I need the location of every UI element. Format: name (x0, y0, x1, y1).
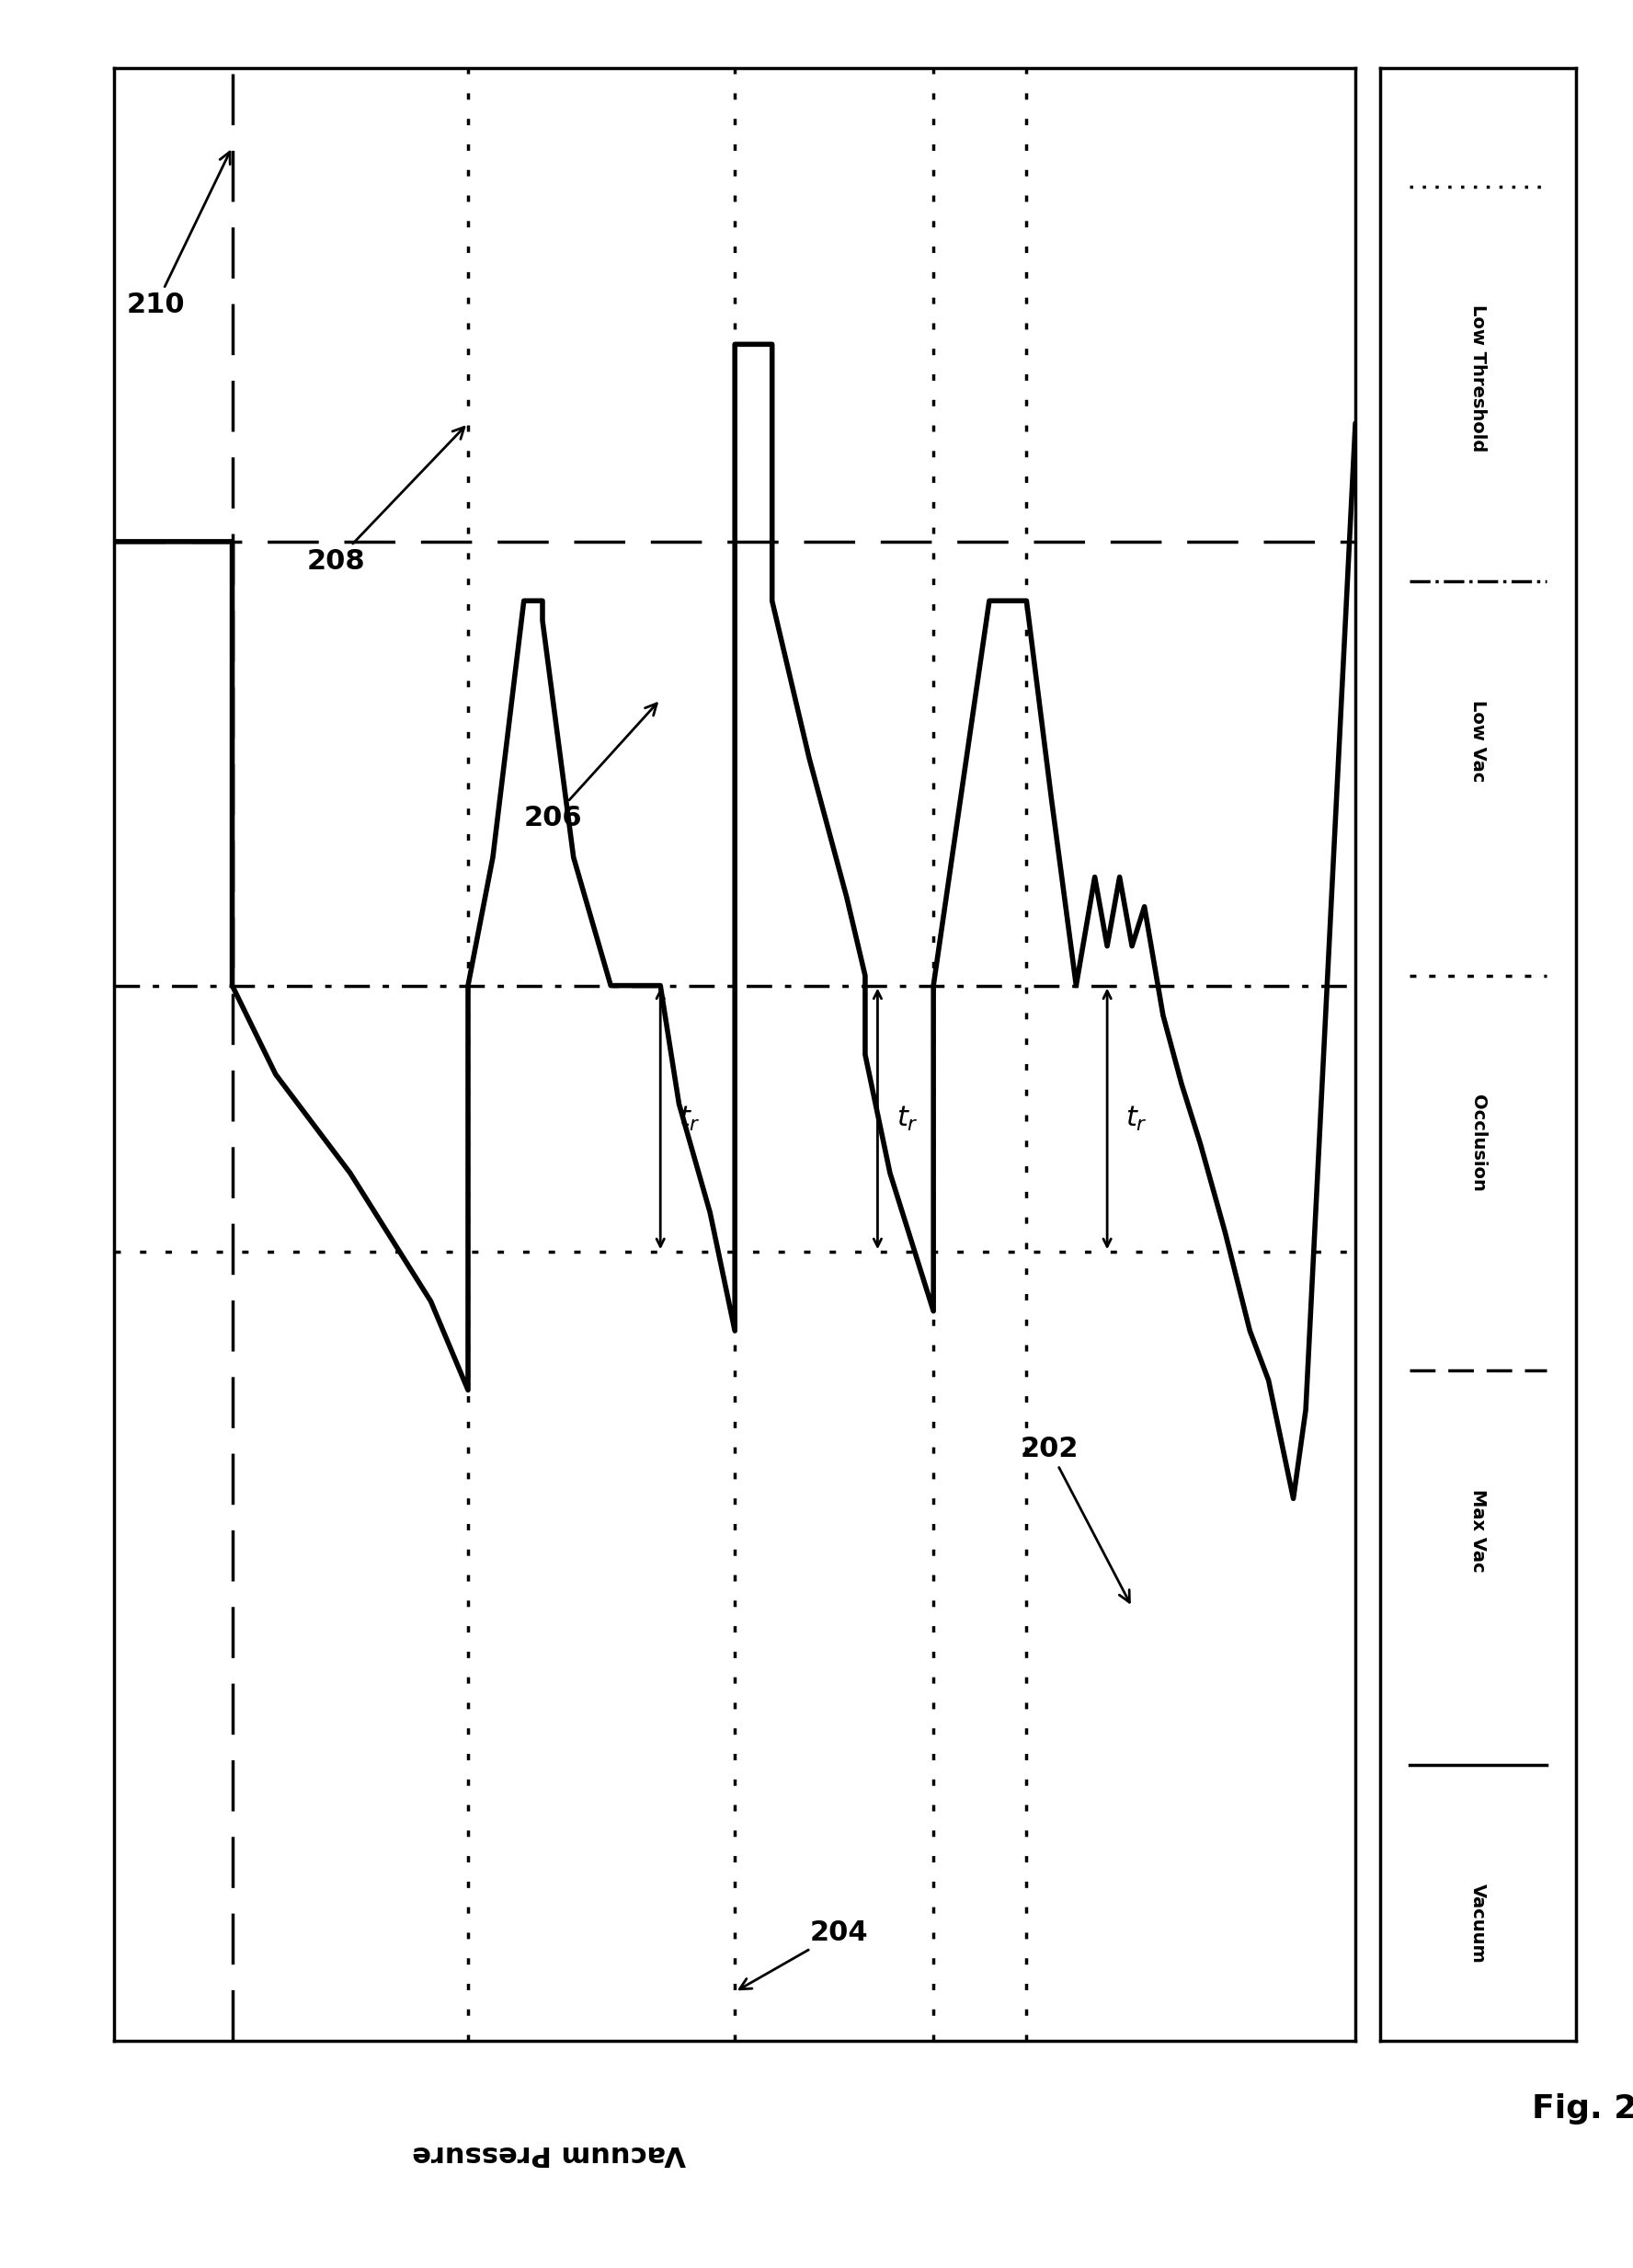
Text: $t_r$: $t_r$ (1125, 1105, 1148, 1134)
Text: Vacuum Pressure: Vacuum Pressure (412, 2141, 686, 2166)
Text: Time: Time (1380, 1016, 1408, 1093)
Text: 206: 206 (524, 703, 656, 830)
Text: Low Threshold: Low Threshold (1470, 304, 1486, 451)
Text: Max Vac: Max Vac (1470, 1488, 1486, 1572)
Text: 204: 204 (740, 1919, 867, 1989)
Text: $t_r$: $t_r$ (897, 1105, 918, 1134)
Text: Vacuum: Vacuum (1470, 1882, 1486, 1964)
Text: Fig. 2: Fig. 2 (1532, 2093, 1633, 2125)
Text: $t_r$: $t_r$ (679, 1105, 701, 1134)
Text: Occlusion: Occlusion (1470, 1093, 1486, 1191)
Text: 202: 202 (1021, 1436, 1130, 1601)
Text: 208: 208 (307, 426, 464, 574)
Text: Low Vac: Low Vac (1470, 699, 1486, 782)
Text: 210: 210 (127, 152, 230, 318)
